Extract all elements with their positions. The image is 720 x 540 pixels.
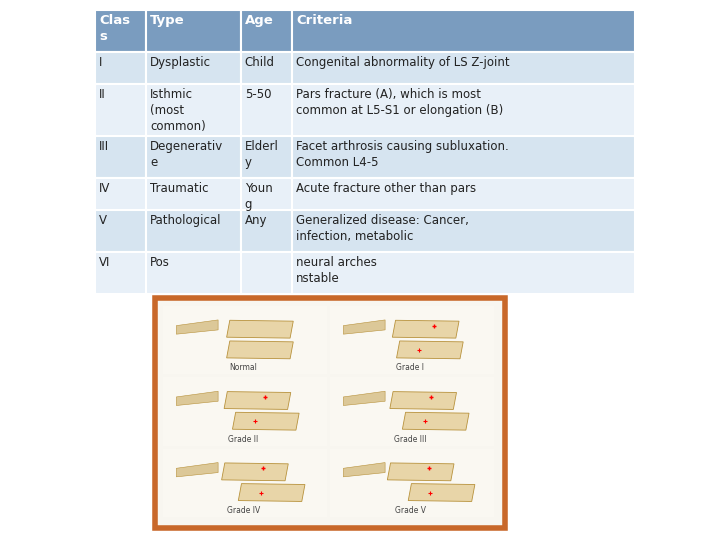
Text: Grade V: Grade V (395, 506, 426, 515)
Polygon shape (392, 320, 459, 338)
Bar (292, 136, 635, 178)
Bar (95, 178, 146, 210)
Polygon shape (227, 320, 293, 338)
Bar (163, 306, 327, 374)
Bar (146, 136, 240, 178)
Text: III: III (99, 140, 109, 153)
Text: V: V (99, 214, 107, 227)
Text: Congenital abnormality of LS Z-joint: Congenital abnormality of LS Z-joint (296, 56, 510, 69)
Text: Pathological: Pathological (150, 214, 222, 227)
Text: Elderl
y: Elderl y (245, 140, 279, 169)
Bar (240, 52, 292, 84)
Text: Traumatic: Traumatic (150, 182, 209, 195)
Bar (155, 298, 505, 528)
Text: Pos: Pos (150, 256, 170, 269)
Bar (240, 136, 292, 178)
Text: 5-50: 5-50 (245, 88, 271, 101)
Polygon shape (227, 341, 293, 359)
Text: Dysplastic: Dysplastic (150, 56, 211, 69)
Text: Grade IV: Grade IV (227, 506, 260, 515)
Bar (240, 210, 292, 252)
Text: Criteria: Criteria (296, 14, 353, 27)
Text: Acute fracture other than pars: Acute fracture other than pars (296, 182, 476, 195)
Polygon shape (402, 412, 469, 430)
Polygon shape (238, 484, 305, 502)
Polygon shape (176, 320, 218, 334)
Polygon shape (176, 463, 218, 477)
Text: Generalized disease: Cancer,
infection, metabolic: Generalized disease: Cancer, infection, … (296, 214, 469, 243)
Text: Isthmic
(most
common): Isthmic (most common) (150, 88, 206, 133)
Bar (292, 10, 635, 52)
Bar (95, 52, 146, 84)
Bar (146, 178, 240, 210)
Bar (240, 252, 292, 294)
Text: Type: Type (150, 14, 185, 27)
Bar (292, 178, 635, 210)
Bar (163, 377, 327, 446)
Text: II: II (99, 88, 106, 101)
Polygon shape (176, 392, 218, 406)
Text: Grade III: Grade III (394, 435, 426, 444)
Bar (146, 84, 240, 136)
Text: Degenerativ
e: Degenerativ e (150, 140, 223, 169)
Polygon shape (390, 392, 456, 409)
Bar (95, 84, 146, 136)
Bar (330, 449, 494, 517)
Polygon shape (343, 320, 385, 334)
Bar (95, 136, 146, 178)
Bar (146, 52, 240, 84)
Bar (292, 52, 635, 84)
Text: Child: Child (245, 56, 275, 69)
Text: neural arches
nstable: neural arches nstable (296, 256, 377, 285)
Bar (240, 178, 292, 210)
Text: VI: VI (99, 256, 110, 269)
Text: Youn
g: Youn g (245, 182, 273, 211)
Polygon shape (343, 392, 385, 406)
Bar (292, 252, 635, 294)
Polygon shape (233, 412, 299, 430)
Text: Normal: Normal (229, 363, 257, 373)
Bar (146, 10, 240, 52)
Text: I: I (99, 56, 102, 69)
Text: Grade II: Grade II (228, 435, 258, 444)
Text: Age: Age (245, 14, 274, 27)
Bar (146, 210, 240, 252)
Bar (240, 84, 292, 136)
Polygon shape (387, 463, 454, 481)
Polygon shape (397, 341, 463, 359)
Bar (330, 306, 494, 374)
Bar (330, 377, 494, 446)
Text: Any: Any (245, 214, 267, 227)
Bar (146, 252, 240, 294)
Text: Grade I: Grade I (396, 363, 424, 373)
Bar (95, 210, 146, 252)
Bar (95, 10, 146, 52)
Bar (95, 252, 146, 294)
Polygon shape (224, 392, 291, 409)
Text: Clas
s: Clas s (99, 14, 130, 43)
Bar (292, 210, 635, 252)
Text: IV: IV (99, 182, 110, 195)
Polygon shape (408, 484, 475, 502)
Text: Pars fracture (A), which is most
common at L5-S1 or elongation (B): Pars fracture (A), which is most common … (296, 88, 503, 117)
Bar (240, 10, 292, 52)
Bar (163, 449, 327, 517)
Polygon shape (222, 463, 288, 481)
Bar (292, 84, 635, 136)
Polygon shape (343, 463, 385, 477)
Text: Facet arthrosis causing subluxation.
Common L4-5: Facet arthrosis causing subluxation. Com… (296, 140, 509, 169)
